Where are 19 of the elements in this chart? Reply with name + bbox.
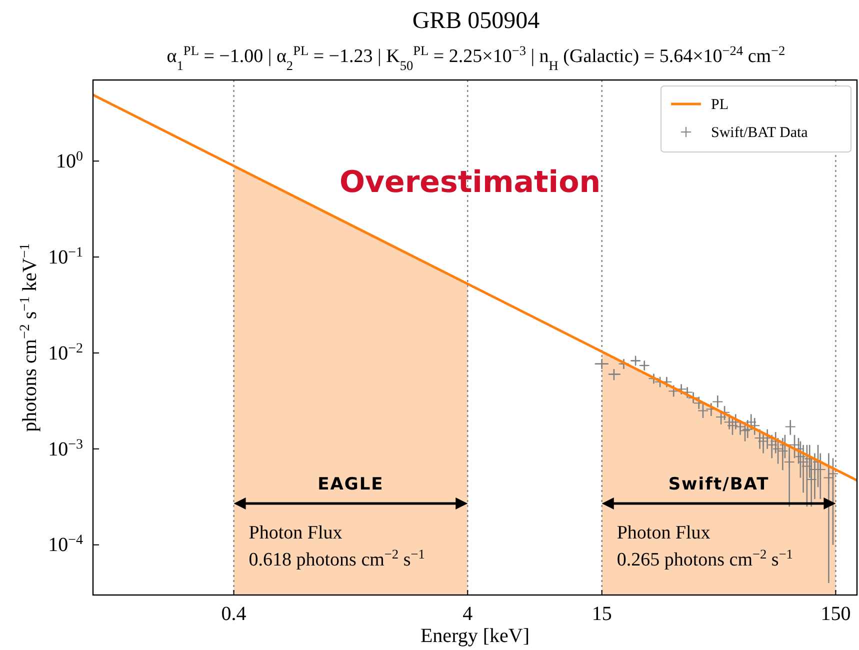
text: α$_{1}$$^{PL}$ = −1.00 | α$_{2}$$^{PL}$ = −1.23 | K$_{50}$$^{PL}$ = 2.25×10$^{−3}$ | n$_{H}$ (Galactic) = 5.64×10$^{−24}$ cm$^{−2}$ <box>166 42 786 72</box>
y-tick-label: 10$^{−4}$ <box>48 532 83 556</box>
x-tick-label: 4 <box>462 603 473 625</box>
annotation: Swift/BAT <box>668 474 770 494</box>
annotation: Photon Flux 0.265 photons cm$^{−2}$ s$^{−1}$ <box>616 522 793 570</box>
annotation: EAGLE <box>318 474 384 494</box>
x-tick-label: 0.4 <box>221 603 246 625</box>
y-tick-label: 10$^{−3}$ <box>48 436 83 460</box>
x-tick-label: 150 <box>820 603 851 625</box>
y-tick-label: 10$^{−1}$ <box>48 244 83 268</box>
legend-label: PL <box>711 97 729 113</box>
annotation: Photon Flux 0.618 photons cm$^{−2}$ s$^{−1}$ <box>248 522 425 570</box>
y-tick-label: 10$^{0}$ <box>56 148 83 172</box>
x-axis-title: Energy [keV] <box>420 625 530 647</box>
y-tick-label: 10$^{−2}$ <box>48 340 83 364</box>
chart-title: GRB 050904 <box>412 8 540 34</box>
annotation: Overestimation <box>339 165 601 200</box>
legend-label: Swift/BAT Data <box>711 125 808 141</box>
x-tick-label: 15 <box>592 603 612 625</box>
